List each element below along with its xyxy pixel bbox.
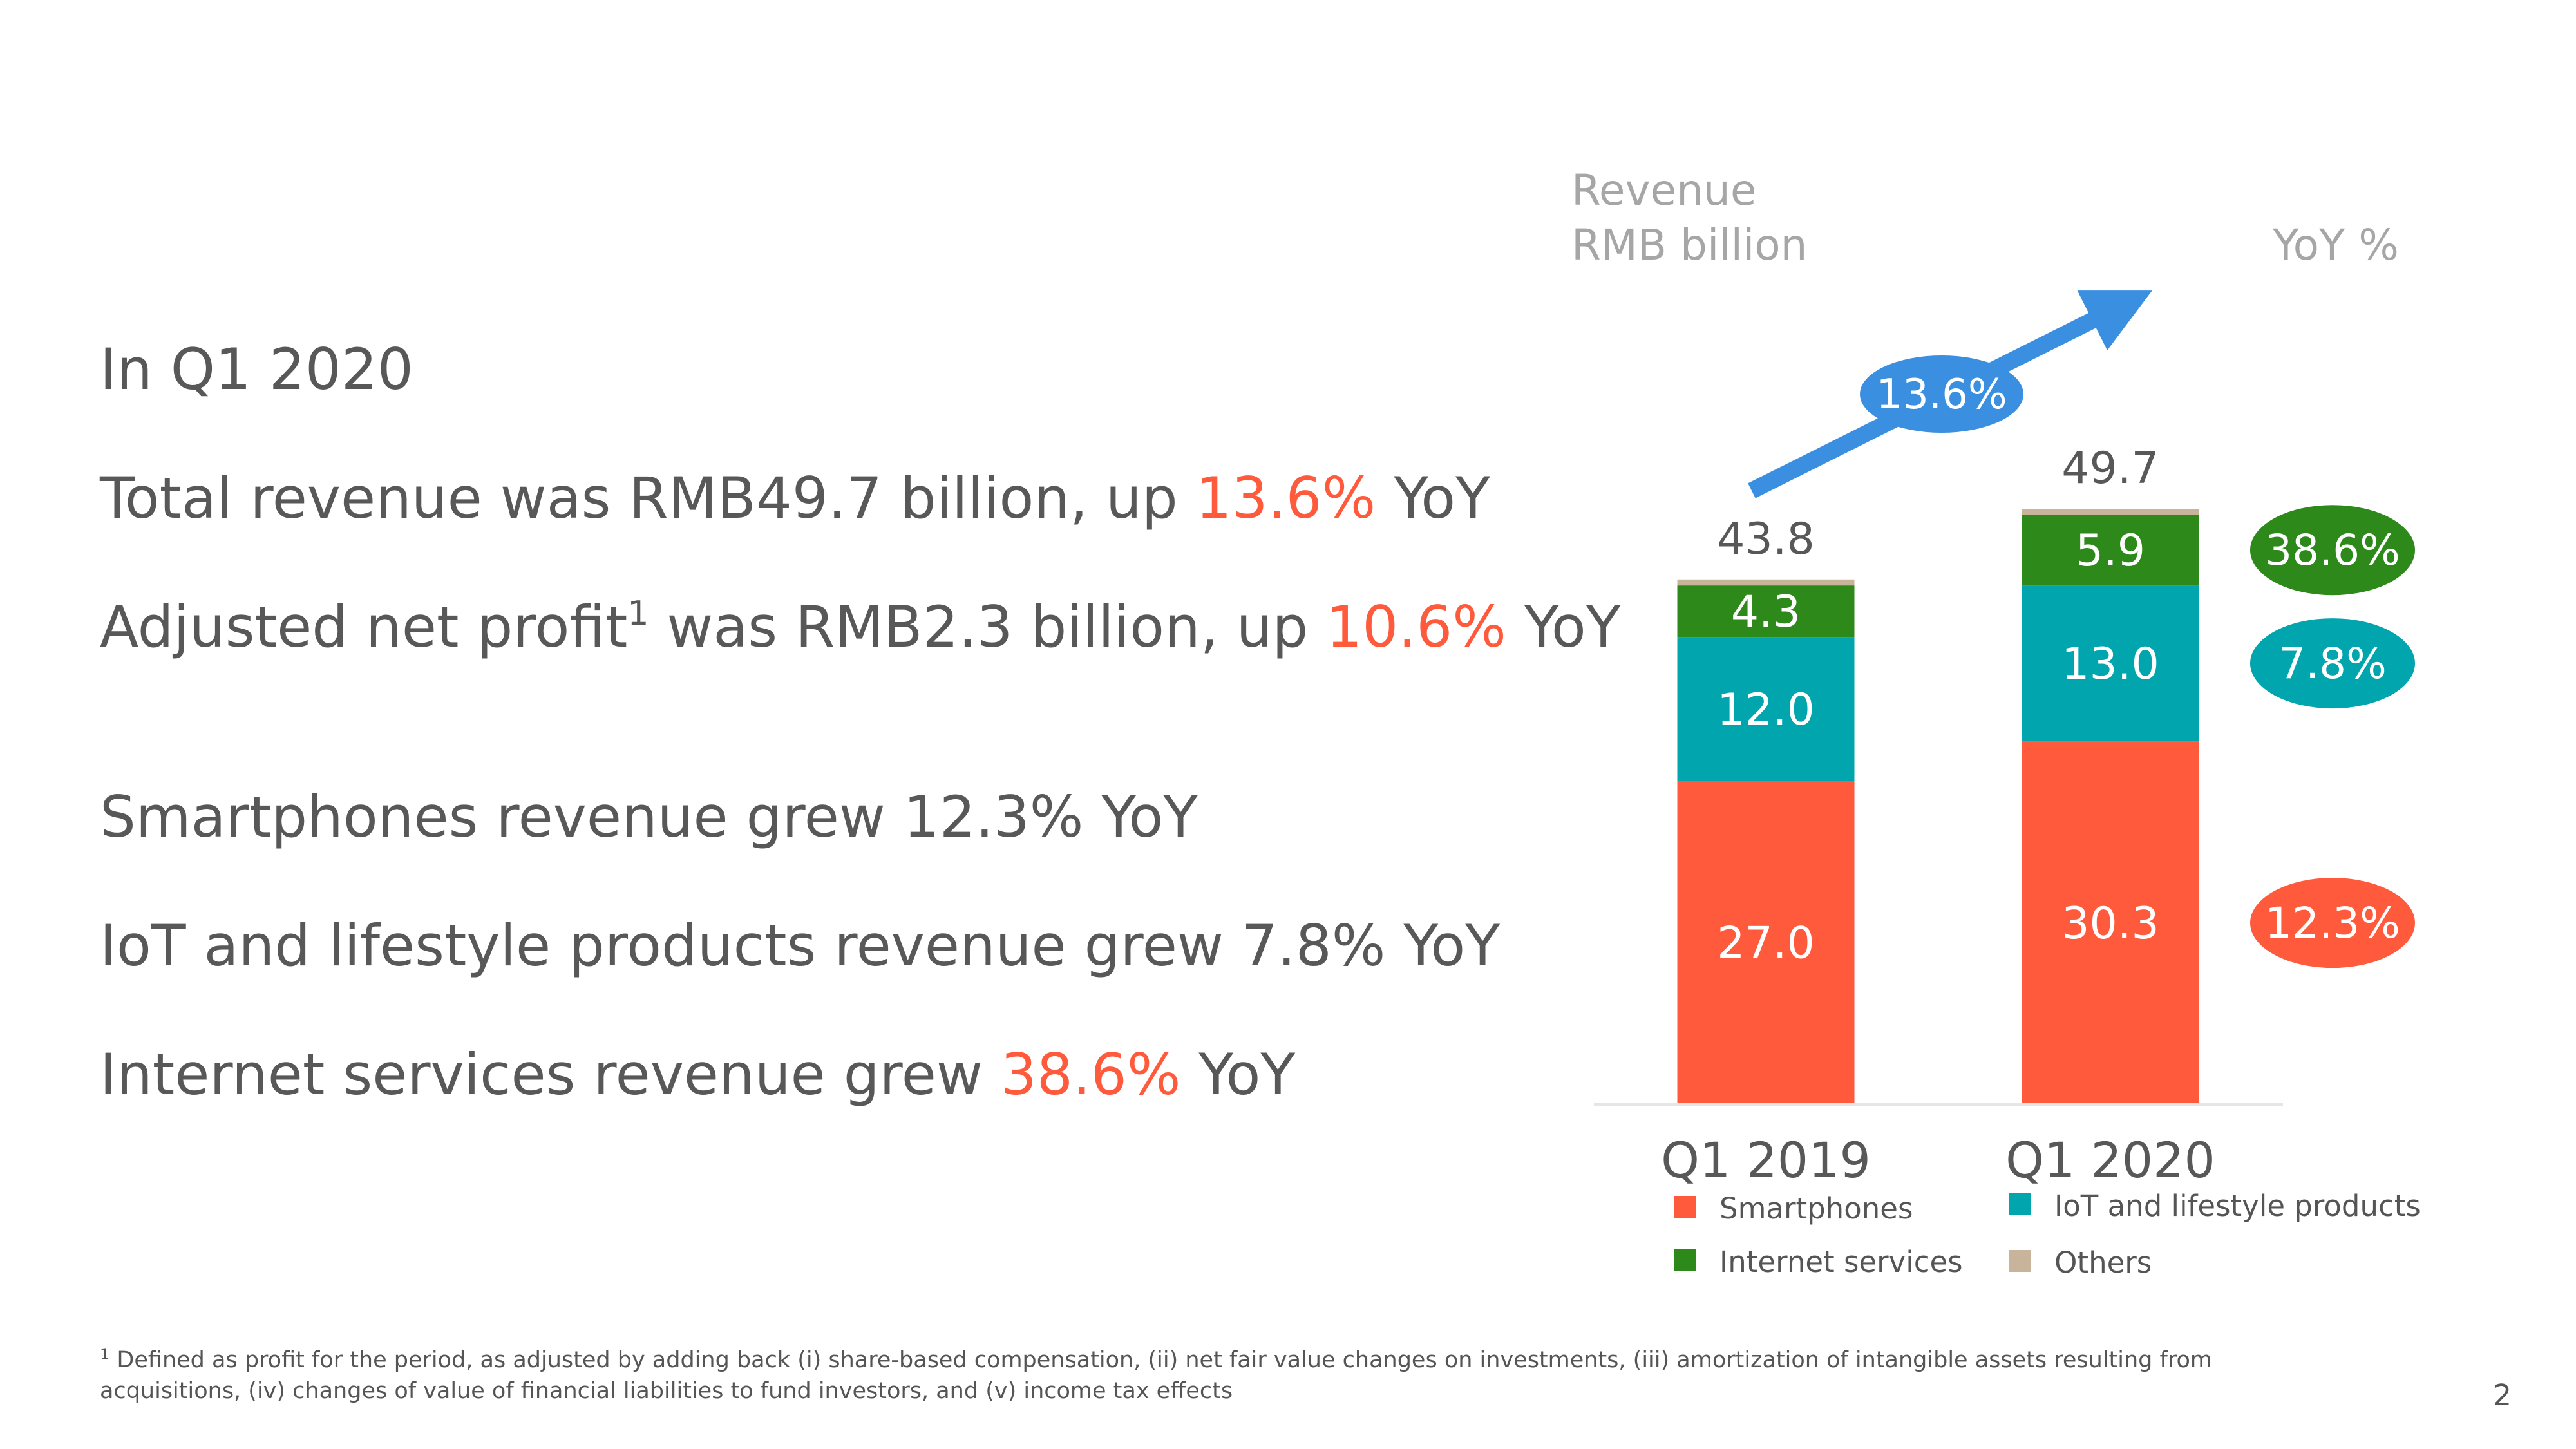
bars-group: 27.0 12.0 4.3 43.8 Q1 2019 30.3 13.0 5.9 49.7 Q1 … xyxy=(1661,443,2415,1189)
footnote: 1 Defined as profit for the period, as a… xyxy=(100,1345,2354,1406)
yoy-badge xyxy=(2250,618,2415,709)
bar-value-label: 27.0 xyxy=(1717,918,1814,969)
bar-value-label: 30.3 xyxy=(2061,898,2159,949)
bar-value-label: 13.0 xyxy=(2061,639,2159,690)
bar-segment-1-1 xyxy=(1677,781,1855,1104)
bullets-heading: In Q1 2020 xyxy=(100,336,413,402)
axis-label-line2: RMB billion xyxy=(1571,220,1808,270)
yoy-badge-label: 12.3% xyxy=(2265,898,2400,948)
bar-segment-2-2 xyxy=(2022,585,2199,742)
bar-value-label: 5.9 xyxy=(2076,526,2145,576)
yoy-badge xyxy=(2250,878,2415,969)
legend-label: Internet services xyxy=(1719,1245,1963,1279)
bar-segment-1-2 xyxy=(2022,741,2199,1104)
legend-swatch xyxy=(1674,1249,1696,1271)
net-profit-growth: 10.6% xyxy=(1326,594,1506,660)
axis-label-line1: Revenue xyxy=(1571,166,1756,215)
category-label: Q1 2020 xyxy=(2005,1132,2215,1189)
yoy-badge-label: 38.6% xyxy=(2265,526,2400,575)
yoy-badge xyxy=(2250,505,2415,596)
legend-swatch xyxy=(2009,1250,2031,1272)
footnote-ref: 1 xyxy=(627,594,649,633)
legend-label: Others xyxy=(2054,1245,2152,1280)
bar-segment-4-1 xyxy=(1677,579,1855,586)
yoy-label: YoY % xyxy=(2272,220,2399,270)
legend-label: IoT and lifestyle products xyxy=(2054,1189,2421,1223)
bar-total-label: 49.7 xyxy=(2061,443,2159,494)
net-profit-line: Adjusted net profit1 was RMB2.3 billion,… xyxy=(100,594,1621,660)
page-number: 2 xyxy=(2493,1378,2512,1412)
internet-growth: 38.6% xyxy=(1000,1041,1181,1108)
iot-line: IoT and lifestyle products revenue grew … xyxy=(100,913,1501,979)
bar-value-label: 4.3 xyxy=(1731,587,1801,638)
total-revenue-growth: 13.6% xyxy=(1195,465,1376,531)
legend-swatch xyxy=(1674,1196,1696,1218)
total-growth-label: 13.6% xyxy=(1876,371,2007,419)
bar-segment-4-2 xyxy=(2022,509,2199,515)
bar-segment-3-1 xyxy=(1677,585,1855,638)
internet-line: Internet services revenue grew 38.6% YoY xyxy=(100,1041,1296,1108)
smartphones-line: Smartphones revenue grew 12.3% YoY xyxy=(100,784,1198,850)
legend-swatch xyxy=(2009,1193,2031,1215)
bar-segment-3-2 xyxy=(2022,515,2199,586)
bar-total-label: 43.8 xyxy=(1717,514,1814,565)
category-label: Q1 2019 xyxy=(1661,1132,1871,1189)
footnote-number: 1 xyxy=(100,1345,110,1363)
footnote-text: Defined as profit for the period, as adj… xyxy=(100,1347,2212,1404)
yoy-badge-label: 7.8% xyxy=(2278,639,2387,688)
total-growth-badge xyxy=(1860,355,2023,433)
bar-value-label: 12.0 xyxy=(1717,685,1814,735)
legend: Smartphones IoT and lifestyle products Int… xyxy=(1674,1189,2421,1280)
total-revenue-line: Total revenue was RMB49.7 billion, up 13… xyxy=(100,465,1490,531)
legend-label: Smartphones xyxy=(1719,1191,1913,1226)
bar-segment-2-1 xyxy=(1677,637,1855,781)
